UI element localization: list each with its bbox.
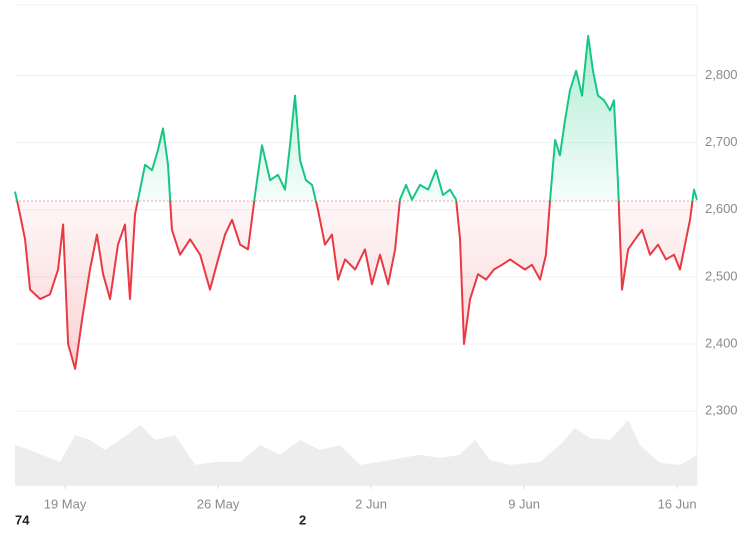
x-tick-label: 26 May	[197, 496, 240, 511]
price-area	[15, 35, 697, 369]
y-tick-label: 2,600	[705, 201, 738, 216]
y-tick-label: 2,400	[705, 335, 738, 350]
annotation: 2	[299, 512, 306, 527]
annotation: 74	[15, 512, 30, 527]
x-tick-label: 9 Jun	[508, 496, 540, 511]
x-tick-label: 2 Jun	[355, 496, 387, 511]
y-tick-label: 2,800	[705, 67, 738, 82]
y-tick-label: 2,700	[705, 134, 738, 149]
y-tick-label: 2,300	[705, 403, 738, 418]
price-line	[14, 34, 698, 370]
y-tick-label: 2,500	[705, 268, 738, 283]
x-tick-label: 16 Jun	[658, 496, 697, 511]
volume-area	[15, 420, 697, 485]
x-tick-label: 19 May	[44, 496, 87, 511]
